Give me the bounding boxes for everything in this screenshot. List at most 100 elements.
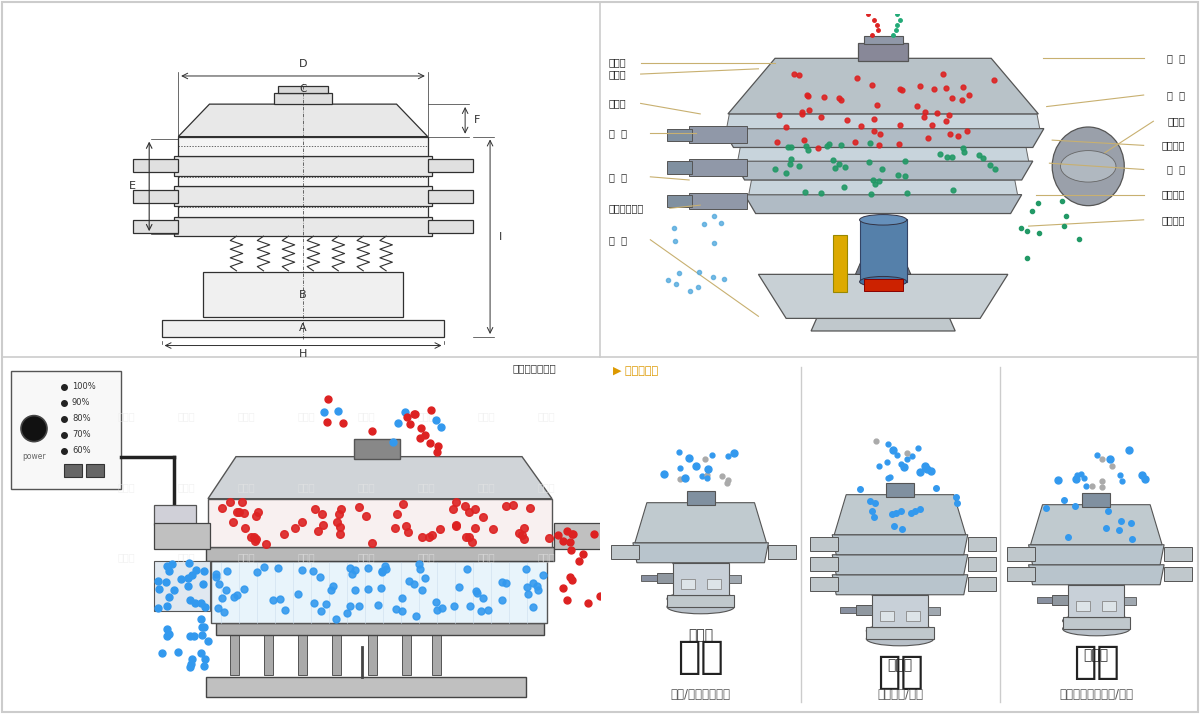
Text: D: D xyxy=(299,59,307,69)
Text: B: B xyxy=(299,290,307,300)
Bar xyxy=(886,483,914,497)
Text: 防尘盖: 防尘盖 xyxy=(608,69,626,79)
Bar xyxy=(1007,547,1034,560)
Bar xyxy=(554,523,610,549)
Bar xyxy=(206,677,526,697)
Bar xyxy=(673,563,728,595)
Bar xyxy=(1063,617,1130,629)
Text: 过滤: 过滤 xyxy=(877,653,923,691)
Bar xyxy=(174,156,432,176)
Ellipse shape xyxy=(859,215,907,225)
Bar xyxy=(667,129,692,141)
Text: 三层式: 三层式 xyxy=(888,658,912,672)
Bar xyxy=(686,491,715,505)
Bar xyxy=(859,218,907,282)
Bar xyxy=(689,126,748,144)
Bar xyxy=(354,438,400,458)
Text: A: A xyxy=(299,323,307,333)
Text: 机  座: 机 座 xyxy=(608,235,626,245)
Polygon shape xyxy=(758,274,1008,318)
Bar xyxy=(274,94,332,104)
Text: power: power xyxy=(22,452,46,461)
Bar xyxy=(1164,547,1192,560)
Bar xyxy=(216,623,544,635)
Ellipse shape xyxy=(1068,578,1124,592)
Text: 加重块: 加重块 xyxy=(1168,116,1186,126)
Text: 振动筛: 振动筛 xyxy=(238,411,254,421)
Bar xyxy=(880,610,894,620)
Bar xyxy=(298,633,307,675)
Bar xyxy=(203,272,403,318)
Polygon shape xyxy=(1028,545,1164,565)
Bar xyxy=(132,190,179,203)
Ellipse shape xyxy=(673,555,728,570)
Polygon shape xyxy=(738,146,1028,161)
Text: 分级: 分级 xyxy=(677,638,724,676)
Text: 振动筛: 振动筛 xyxy=(178,552,194,562)
Bar xyxy=(179,197,427,217)
Bar xyxy=(154,505,196,525)
Bar xyxy=(667,195,692,207)
Text: 出料口: 出料口 xyxy=(608,99,626,109)
Ellipse shape xyxy=(872,588,928,602)
Text: 振动筛: 振动筛 xyxy=(538,411,554,421)
Text: I: I xyxy=(498,232,502,242)
Text: 振动电机: 振动电机 xyxy=(1162,190,1186,200)
Bar xyxy=(872,595,928,627)
Bar xyxy=(656,573,673,583)
Ellipse shape xyxy=(1063,614,1130,628)
Bar xyxy=(866,627,934,639)
Text: 振动筛: 振动筛 xyxy=(298,482,314,492)
Bar xyxy=(928,607,940,615)
Bar xyxy=(689,159,748,176)
Polygon shape xyxy=(733,161,1033,180)
Bar xyxy=(680,579,695,589)
Bar xyxy=(864,36,902,44)
Bar xyxy=(427,190,474,203)
Bar xyxy=(264,633,274,675)
Ellipse shape xyxy=(859,276,907,287)
Bar xyxy=(967,537,996,550)
Text: 除杂: 除杂 xyxy=(1073,643,1120,681)
Bar xyxy=(154,560,210,610)
Bar xyxy=(278,86,328,94)
Bar xyxy=(1164,567,1192,580)
Polygon shape xyxy=(559,361,575,369)
Ellipse shape xyxy=(667,600,734,614)
Text: F: F xyxy=(474,116,480,126)
Text: 振动筛: 振动筛 xyxy=(298,411,314,421)
Bar xyxy=(86,463,104,477)
Bar xyxy=(728,575,740,583)
Ellipse shape xyxy=(1052,127,1124,206)
Bar xyxy=(179,167,427,186)
Bar xyxy=(810,537,839,550)
Text: ▶ 结构示意图: ▶ 结构示意图 xyxy=(613,366,658,376)
Text: 振动筛: 振动筛 xyxy=(178,411,194,421)
Bar xyxy=(162,320,444,337)
Bar xyxy=(206,547,554,560)
Polygon shape xyxy=(728,59,1038,114)
Text: 振动筛: 振动筛 xyxy=(418,482,434,492)
Text: C: C xyxy=(299,84,307,94)
Polygon shape xyxy=(833,535,967,555)
Text: 单层式: 单层式 xyxy=(688,628,713,642)
Ellipse shape xyxy=(1061,151,1116,182)
Text: 60%: 60% xyxy=(72,446,91,455)
Text: 下部重锤: 下部重锤 xyxy=(1162,215,1186,225)
Bar xyxy=(610,527,619,545)
Text: 振动筛: 振动筛 xyxy=(478,552,494,562)
Bar xyxy=(1124,597,1136,605)
Text: 振动筛: 振动筛 xyxy=(118,482,134,492)
Ellipse shape xyxy=(866,624,934,638)
Text: 外形尺寸示意图: 外形尺寸示意图 xyxy=(512,363,557,373)
Polygon shape xyxy=(811,318,955,331)
Text: 振动筛: 振动筛 xyxy=(358,411,374,421)
Text: 90%: 90% xyxy=(72,398,90,407)
Polygon shape xyxy=(856,226,911,274)
Bar xyxy=(211,560,547,623)
Bar xyxy=(833,234,847,292)
Text: 振动筛: 振动筛 xyxy=(418,552,434,562)
Polygon shape xyxy=(833,555,967,575)
Text: 振动筛: 振动筛 xyxy=(538,482,554,492)
Bar xyxy=(332,633,341,675)
